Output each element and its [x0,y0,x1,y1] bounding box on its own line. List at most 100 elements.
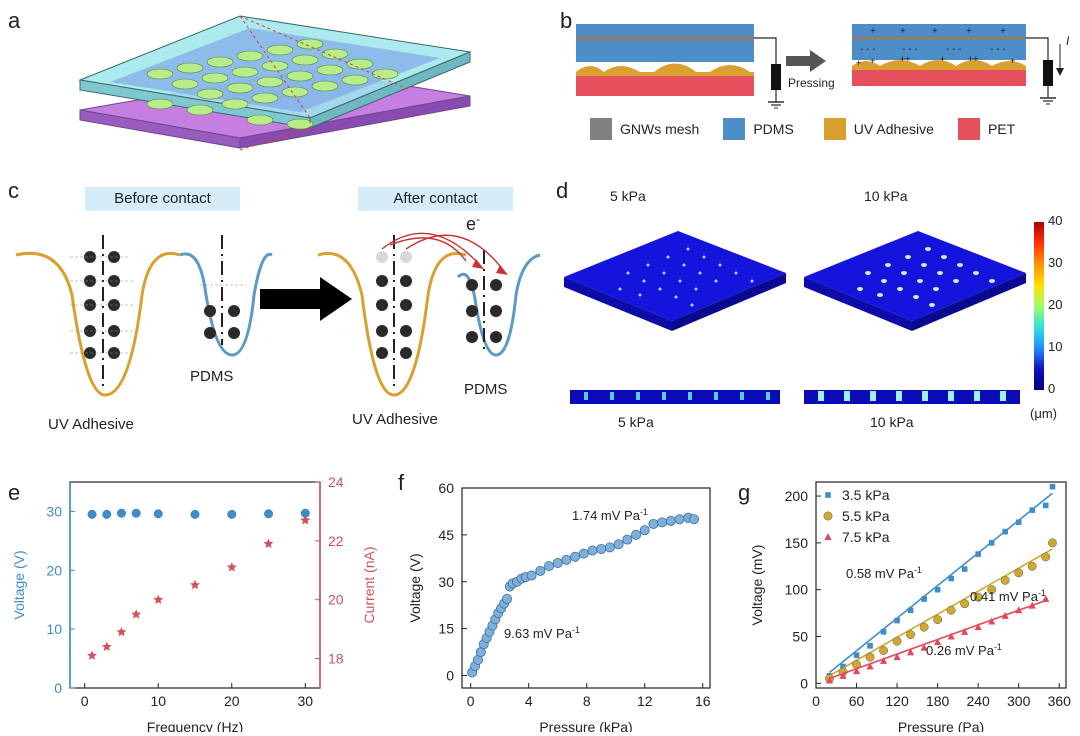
sensitivity-annotation-low-exponent: -1 [572,625,580,635]
series-2-point [987,585,997,595]
x-axis-title: Pressure (Pa) [898,719,984,732]
series-2-point [1027,561,1037,571]
legend-label-gnws: GNWs mesh [620,121,700,137]
svg-text:- - -: - - - [902,44,918,55]
x-tick-label: 30 [298,693,314,709]
panel-label-e: e [8,480,21,505]
sensitivity-annotation-high: 1.74 mV Pa-1 [572,507,648,523]
device-3d-illustration [78,15,472,151]
pressure-point [648,518,659,529]
panel-label-b: b [560,8,573,33]
series-1-point [880,629,887,635]
legend-label-uv: UV Adhesive [853,121,934,137]
pressure-point [639,525,650,536]
pressure-point [596,543,607,554]
sim-hotspots-10kpa [857,247,995,307]
legend-label-pet: PET [987,121,1016,137]
panel-label-f: f [398,470,405,495]
chart-e-frequency: 0 10 20 30 0 10 20 30 18 20 22 24 Frequency (Hz) Volt… [11,474,377,732]
y-tick-label: 100 [785,582,809,598]
layer-legend: GNWs mesh PDMS UV Adhesive PET [590,118,1015,140]
legend-marker-2 [823,511,833,521]
x-tick-label: 360 [1048,693,1072,709]
pressure-point [613,539,624,550]
pressing-label: Pressing [788,76,835,90]
y2-axis-title: Current (nA) [361,546,377,623]
pressure-point [535,565,546,576]
sensitivity-annotation-7-5kpa: 0.26 mV Pa-1 [926,642,1002,658]
electron-symbol: e- [466,212,480,235]
legend-label-pdms: PDMS [753,121,794,137]
sim-label-bottom-right: 10 kPa [870,414,914,430]
x-tick-label: 4 [525,693,533,709]
x-tick-label: 0 [812,693,820,709]
current-symbol: I [1066,34,1070,48]
series-3-point [893,653,901,661]
x-tick-label: 10 [150,693,166,709]
y2-tick-label: 24 [328,474,344,490]
sim-label-top-left: 5 kPa [610,188,646,204]
voltage-point [87,509,97,519]
pdms-label-left: PDMS [190,368,234,385]
pressure-point [622,534,633,545]
before-contact-label: Before contact [85,187,240,211]
svg-text:- - -: - - - [946,44,962,55]
legend-marker-1 [825,492,831,498]
pressure-point [657,517,668,528]
uv-potential-well-after [317,252,467,397]
svg-text:+: + [932,26,938,37]
panel-label-g: g [738,480,751,505]
series-1-point [1042,502,1049,509]
series-2-point [946,605,956,615]
legend-swatch-gnws [590,118,612,140]
current-point [131,609,142,619]
series-2-point [1014,568,1024,578]
series-1-point [840,663,846,670]
colorbar-tick-20: 20 [1048,297,1063,312]
current-point [190,579,200,590]
series-1-point [907,607,914,614]
y-tick-label: 0 [446,668,454,684]
y-tick-label: 50 [792,629,808,645]
x-tick-label: 240 [966,693,990,709]
current-point [263,538,274,548]
electron-transfer-arrows [381,232,505,272]
x-tick-label: 180 [926,693,950,709]
sensitivity-annotation-3-5kpa-exponent: -1 [914,565,922,575]
simulation-5kpa-cross-section [570,390,780,404]
series-1-point [975,551,981,557]
electron-label: e [466,214,477,234]
legend-swatch-uv [823,118,846,140]
series-3-point [974,623,982,631]
series-3-point [947,632,955,640]
voltage-point [102,509,112,519]
y-axis-title: Voltage (V) [407,553,423,622]
series-1-point [1029,507,1036,513]
series-3-point [1042,595,1050,603]
voltage-point [264,509,273,519]
x-tick-label: 8 [583,693,591,709]
sensitivity-annotation-3-5kpa-text: 0.58 mV Pa [846,566,915,581]
chart-g-pressure: 0 60 120 180 240 300 360 0 50 100 150 200 Pressure (… [749,481,1072,732]
sensitivity-annotation-7-5kpa-text: 0.26 mV Pa [926,643,995,658]
series-3-point [920,643,928,651]
pressure-point [665,515,676,526]
device-cross-section: + + + + + - - -- - -- - -- - - + + ++ + ++ + [576,24,1064,109]
svg-text:- - -: - - - [860,44,876,55]
y-tick-label: 200 [785,488,809,504]
y-tick-label: 15 [438,621,454,637]
svg-text:+: + [940,54,945,64]
series-3-point [906,648,915,656]
svg-text:+: + [1000,26,1006,37]
fit-line-1 [829,492,1053,674]
sim-hotspots-5kpa [618,247,754,307]
sensitivity-annotation-7-5kpa-exponent: -1 [994,642,1002,652]
current-point [300,515,311,525]
series-1-point [1015,519,1022,526]
voltage-point [227,509,237,519]
sensitivity-annotation-3-5kpa: 0.58 mV Pa-1 [846,565,922,581]
series-2-point [879,646,889,655]
uv-potential-well-before [15,251,181,397]
simulation-10kpa-cross-section [804,390,1020,404]
x-tick-label: 120 [885,693,909,709]
